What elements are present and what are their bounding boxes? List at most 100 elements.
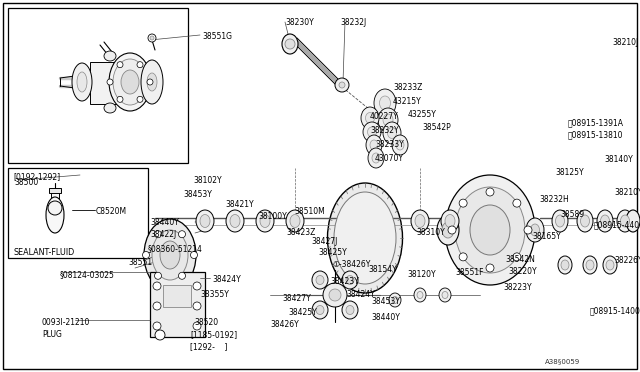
Ellipse shape	[256, 210, 274, 232]
Text: 38232Y: 38232Y	[370, 126, 399, 135]
Ellipse shape	[104, 103, 116, 113]
Circle shape	[155, 330, 165, 340]
Circle shape	[137, 62, 143, 68]
Ellipse shape	[109, 53, 151, 111]
Text: 38154Y: 38154Y	[368, 265, 397, 274]
Text: [1185-0192]: [1185-0192]	[190, 330, 237, 339]
Circle shape	[150, 36, 154, 40]
Circle shape	[117, 62, 123, 68]
Ellipse shape	[260, 215, 270, 228]
Ellipse shape	[316, 276, 324, 285]
Ellipse shape	[577, 210, 593, 232]
Ellipse shape	[442, 292, 448, 298]
Text: 38440Y: 38440Y	[150, 218, 179, 227]
Ellipse shape	[374, 89, 396, 117]
Ellipse shape	[606, 260, 614, 270]
Ellipse shape	[372, 153, 380, 163]
Circle shape	[513, 199, 521, 207]
Text: 38230Y: 38230Y	[285, 18, 314, 27]
Ellipse shape	[442, 222, 454, 238]
Ellipse shape	[552, 210, 568, 232]
Circle shape	[339, 82, 345, 88]
Text: 38100Y: 38100Y	[258, 212, 287, 221]
Bar	[8, 8, 188, 163]
Bar	[90, 62, 140, 104]
Ellipse shape	[558, 256, 572, 274]
Ellipse shape	[334, 192, 396, 284]
Text: 38426Y: 38426Y	[270, 320, 299, 329]
Ellipse shape	[200, 215, 210, 228]
Ellipse shape	[387, 128, 397, 138]
Ellipse shape	[383, 114, 393, 126]
Circle shape	[459, 199, 467, 207]
Text: Ⓢ08915-14000: Ⓢ08915-14000	[590, 306, 640, 315]
Text: 38589: 38589	[560, 210, 584, 219]
Text: §08124-03025: §08124-03025	[60, 270, 115, 279]
Ellipse shape	[561, 260, 569, 270]
Circle shape	[193, 282, 201, 290]
Ellipse shape	[383, 122, 401, 144]
Ellipse shape	[603, 256, 617, 274]
Text: Ⓢ08915-1391A: Ⓢ08915-1391A	[568, 118, 624, 127]
Circle shape	[137, 96, 143, 102]
Ellipse shape	[121, 70, 139, 94]
Ellipse shape	[437, 215, 459, 245]
Bar	[8, 168, 148, 258]
Ellipse shape	[380, 96, 390, 110]
Ellipse shape	[316, 305, 324, 314]
Circle shape	[154, 231, 161, 238]
Text: 38125Y: 38125Y	[555, 168, 584, 177]
Circle shape	[335, 78, 349, 92]
Text: 38226Y: 38226Y	[614, 256, 640, 265]
Text: 43215Y: 43215Y	[393, 97, 422, 106]
Ellipse shape	[152, 230, 188, 280]
Text: 38440Y: 38440Y	[371, 313, 400, 322]
Ellipse shape	[531, 224, 540, 236]
Ellipse shape	[617, 210, 633, 232]
Text: 38542P: 38542P	[422, 123, 451, 132]
Ellipse shape	[72, 63, 92, 101]
Text: 38551: 38551	[128, 258, 152, 267]
Text: PLUG: PLUG	[42, 330, 62, 339]
Ellipse shape	[365, 112, 374, 124]
Text: 38220Y: 38220Y	[508, 267, 536, 276]
Ellipse shape	[392, 296, 398, 304]
Text: 38500: 38500	[14, 178, 38, 187]
Ellipse shape	[342, 271, 358, 289]
Text: 38424Y: 38424Y	[346, 290, 375, 299]
Ellipse shape	[445, 215, 455, 228]
Text: 38355Y: 38355Y	[200, 290, 229, 299]
Bar	[49, 188, 61, 193]
Circle shape	[117, 96, 123, 102]
Ellipse shape	[290, 215, 300, 228]
Text: 38165Y: 38165Y	[532, 232, 561, 241]
Text: 38453Y: 38453Y	[183, 190, 212, 199]
Text: 38422J: 38422J	[150, 230, 176, 239]
Ellipse shape	[366, 135, 382, 155]
Ellipse shape	[580, 215, 589, 227]
Ellipse shape	[196, 210, 214, 232]
Ellipse shape	[392, 135, 408, 155]
Text: [0192-1292]: [0192-1292]	[13, 172, 60, 181]
Ellipse shape	[144, 219, 196, 291]
Bar	[51, 192, 59, 206]
Text: 38233Y: 38233Y	[375, 140, 404, 149]
Circle shape	[147, 79, 153, 85]
Ellipse shape	[626, 210, 640, 232]
Ellipse shape	[282, 34, 298, 54]
Circle shape	[459, 253, 467, 261]
Circle shape	[329, 289, 341, 301]
Text: 38140Y: 38140Y	[604, 155, 633, 164]
Ellipse shape	[367, 127, 376, 137]
Ellipse shape	[414, 288, 426, 302]
Text: 38425Y: 38425Y	[318, 248, 347, 257]
Ellipse shape	[361, 107, 379, 129]
Ellipse shape	[415, 215, 425, 228]
Text: 38210J: 38210J	[612, 38, 638, 47]
Circle shape	[153, 322, 161, 330]
Text: 38423Y: 38423Y	[330, 277, 359, 286]
Ellipse shape	[46, 197, 64, 233]
Ellipse shape	[586, 260, 594, 270]
Circle shape	[153, 282, 161, 290]
Ellipse shape	[226, 210, 244, 232]
